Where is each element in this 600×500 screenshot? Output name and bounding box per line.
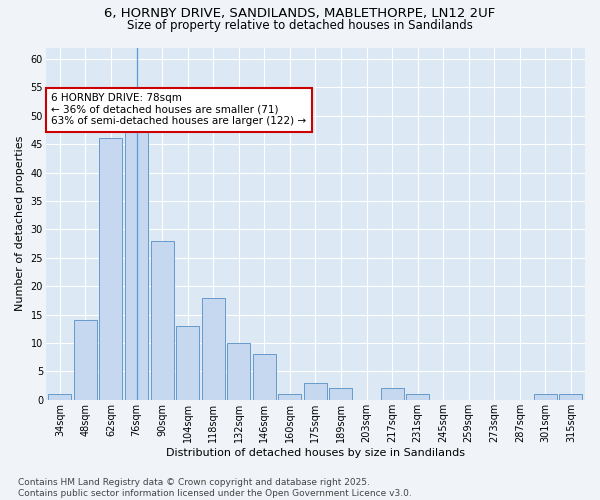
Bar	[534, 394, 557, 400]
Bar	[278, 394, 301, 400]
Bar	[100, 138, 122, 400]
Bar	[151, 240, 173, 400]
Bar	[329, 388, 352, 400]
X-axis label: Distribution of detached houses by size in Sandilands: Distribution of detached houses by size …	[166, 448, 465, 458]
Text: 6, HORNBY DRIVE, SANDILANDS, MABLETHORPE, LN12 2UF: 6, HORNBY DRIVE, SANDILANDS, MABLETHORPE…	[104, 8, 496, 20]
Bar	[49, 394, 71, 400]
Bar	[74, 320, 97, 400]
Bar	[227, 343, 250, 400]
Bar	[253, 354, 276, 400]
Bar	[380, 388, 404, 400]
Text: Size of property relative to detached houses in Sandilands: Size of property relative to detached ho…	[127, 18, 473, 32]
Bar	[559, 394, 583, 400]
Bar	[406, 394, 429, 400]
Text: Contains HM Land Registry data © Crown copyright and database right 2025.
Contai: Contains HM Land Registry data © Crown c…	[18, 478, 412, 498]
Text: 6 HORNBY DRIVE: 78sqm
← 36% of detached houses are smaller (71)
63% of semi-deta: 6 HORNBY DRIVE: 78sqm ← 36% of detached …	[51, 94, 307, 126]
Bar	[125, 127, 148, 400]
Bar	[304, 382, 327, 400]
Bar	[176, 326, 199, 400]
Y-axis label: Number of detached properties: Number of detached properties	[15, 136, 25, 312]
Bar	[202, 298, 225, 400]
